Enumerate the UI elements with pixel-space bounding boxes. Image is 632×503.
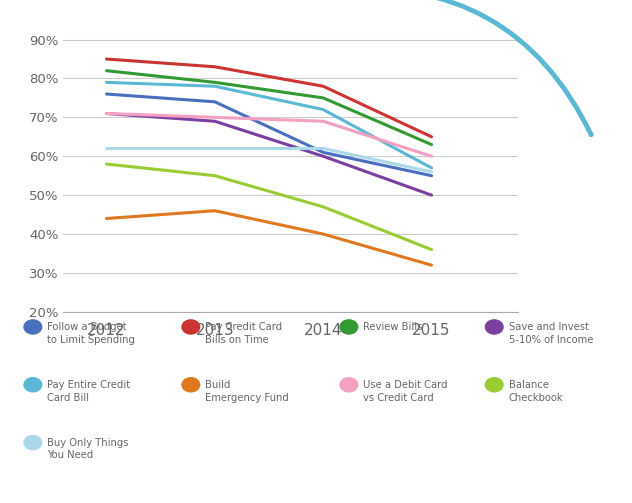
Text: Follow a Budget
to Limit Spending: Follow a Budget to Limit Spending <box>47 322 135 345</box>
Text: Use a Debit Card
vs Credit Card: Use a Debit Card vs Credit Card <box>363 380 448 402</box>
Text: Review Bills: Review Bills <box>363 322 423 332</box>
Text: Pay Entire Credit
Card Bill: Pay Entire Credit Card Bill <box>47 380 131 402</box>
Text: Build
Emergency Fund: Build Emergency Fund <box>205 380 289 402</box>
Text: Pay Credit Card
Bills on Time: Pay Credit Card Bills on Time <box>205 322 283 345</box>
Text: Buy Only Things
You Need: Buy Only Things You Need <box>47 438 129 460</box>
Text: Save and Invest
5-10% of Income: Save and Invest 5-10% of Income <box>509 322 593 345</box>
Text: Balance
Checkbook: Balance Checkbook <box>509 380 563 402</box>
